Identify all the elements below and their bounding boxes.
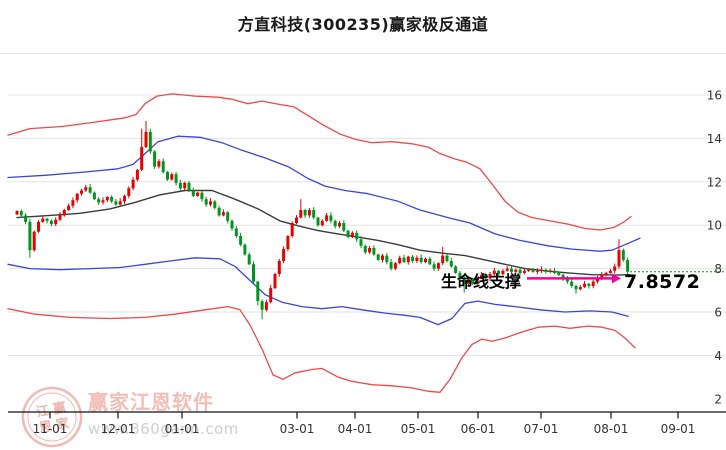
svg-text:8: 8 [714,262,722,276]
annotation-lines [527,271,726,284]
svg-text:12: 12 [707,175,722,189]
last-price-label: 7.8572 [624,271,700,293]
watermark-brand: 赢家江恩软件 [88,390,214,414]
svg-text:01-01: 01-01 [165,422,200,436]
svg-text:06-01: 06-01 [461,422,496,436]
axes: 11-01 12-01 01-01 03-01 04-01 05-01 06-01 07-01… [8,89,726,436]
title-divider [0,53,726,54]
svg-text:08-01: 08-01 [594,422,629,436]
page-title: 方直科技(300235)赢家极反通道 [237,15,489,34]
svg-text:10: 10 [707,219,722,233]
svg-text:4: 4 [714,349,722,363]
svg-text:14: 14 [707,132,722,146]
svg-text:12-01: 12-01 [101,422,136,436]
watermark-seal-icon: 江 赢 恩 家 [21,386,83,448]
watermark-url: www.360gann.com [88,420,239,438]
svg-text:07-01: 07-01 [524,422,559,436]
seal-char: 赢 [52,400,68,418]
support-label: 生命线支撑 [441,272,521,291]
svg-text:6: 6 [714,306,722,320]
svg-text:05-01: 05-01 [401,422,436,436]
candlesticks [15,121,630,320]
svg-text:16: 16 [707,89,722,103]
svg-text:03-01: 03-01 [280,422,315,436]
seal-char: 恩 [38,419,53,436]
gridlines [8,94,726,356]
svg-text:04-01: 04-01 [338,422,373,436]
svg-text:11-01: 11-01 [33,422,68,436]
seal-char: 家 [55,415,72,433]
watermark: 江 赢 恩 家 赢家江恩软件 www.360gann.com [21,386,239,448]
svg-text:09-01: 09-01 [661,422,696,436]
svg-text:2: 2 [714,392,722,406]
